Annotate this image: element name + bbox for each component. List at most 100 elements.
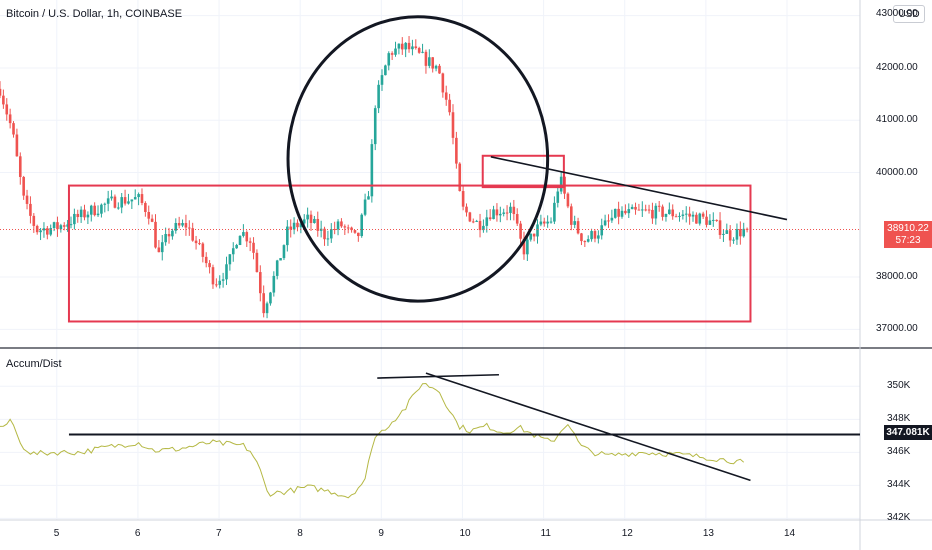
candle-body <box>174 222 178 231</box>
candle-body <box>603 220 607 226</box>
candle-body <box>573 221 576 225</box>
candle-body <box>367 196 370 200</box>
symbol-title: Bitcoin / U.S. Dollar, 1h, COINBASE <box>6 8 183 20</box>
candle-body <box>455 137 458 164</box>
time-axis-tick-label: 7 <box>216 528 222 539</box>
candle-body <box>188 227 191 229</box>
candle-body <box>360 214 364 237</box>
candle-body <box>329 229 333 239</box>
candle-body <box>289 226 293 230</box>
candle-body <box>637 209 641 211</box>
indicator-axis-tick-label: 344K <box>887 479 911 491</box>
candle-body <box>387 53 391 66</box>
indicator-axis-tick-label: 348K <box>887 413 911 425</box>
candle-body <box>482 225 485 231</box>
accum-dist-line <box>0 382 745 499</box>
candle-body <box>5 104 9 115</box>
candle-body <box>265 303 269 314</box>
candle-body <box>526 239 529 255</box>
candle-body <box>130 199 134 202</box>
candle-body <box>32 215 36 226</box>
last-price-tag: 38910.22 57:23 <box>884 221 932 248</box>
candle-body <box>49 228 53 235</box>
candle-body <box>617 208 620 217</box>
candle-body <box>282 245 286 259</box>
candle-body <box>586 239 590 242</box>
candle-body <box>181 223 184 226</box>
candle-body <box>52 222 56 229</box>
candle-body <box>15 134 19 157</box>
candle-body <box>93 205 96 216</box>
candle-body <box>228 254 232 265</box>
candle-body <box>306 214 309 220</box>
candle-body <box>512 206 516 215</box>
time-axis-tick-label: 12 <box>621 528 633 539</box>
candle-body <box>194 240 198 244</box>
candle-body <box>258 272 262 294</box>
candle-body <box>570 206 573 225</box>
candle-body <box>171 230 174 237</box>
indicator-axis-tick-label: 350K <box>887 380 911 392</box>
candle-body <box>198 243 201 245</box>
candle-body <box>96 213 100 216</box>
candle-body <box>732 239 735 241</box>
candle-body <box>167 233 171 237</box>
candle-body <box>471 221 475 223</box>
candle-body <box>117 207 120 209</box>
candle-body <box>718 220 722 235</box>
candle-body <box>668 209 671 214</box>
candle-body <box>333 229 336 231</box>
candle-body <box>46 228 49 235</box>
candle-body <box>127 201 130 204</box>
time-axis-tick-label: 9 <box>378 528 384 539</box>
candle-body <box>590 231 593 240</box>
candle-body <box>728 230 732 241</box>
candle-body <box>255 252 259 273</box>
candle-body <box>630 206 634 210</box>
candle-body <box>465 206 468 213</box>
candle-body <box>576 221 580 234</box>
candle-body <box>225 264 228 280</box>
candle-body <box>262 293 265 314</box>
candle-body <box>154 221 157 248</box>
candle-body <box>593 231 597 239</box>
candle-body <box>438 65 441 74</box>
bar-countdown: 57:23 <box>895 235 921 246</box>
candle-body <box>583 241 587 243</box>
candle-body <box>39 230 42 233</box>
candle-body <box>600 225 604 236</box>
currency-button[interactable]: USD <box>893 5 925 23</box>
candle-body <box>647 209 651 211</box>
candle-body <box>542 221 546 224</box>
candle-body <box>458 163 462 192</box>
candle-body <box>123 197 127 204</box>
candle-body <box>18 156 22 177</box>
candle-body <box>89 205 93 215</box>
candle-body <box>461 191 465 207</box>
time-axis-tick-label: 10 <box>459 528 471 539</box>
candle-body <box>654 205 658 219</box>
candle-body <box>137 194 140 198</box>
candle-body <box>323 228 326 240</box>
candle-body <box>397 43 401 49</box>
candle-body <box>597 235 600 239</box>
candle-body <box>411 46 414 50</box>
candle-body <box>231 248 235 255</box>
candle-body <box>309 214 313 224</box>
candle-body <box>184 223 188 228</box>
candle-body <box>505 212 509 214</box>
candle-body <box>275 260 279 276</box>
candle-body <box>390 53 394 55</box>
candle-body <box>103 203 107 205</box>
candle-body <box>42 228 46 231</box>
candle-body <box>242 232 245 236</box>
candle-body <box>83 209 86 218</box>
candle-body <box>113 196 117 208</box>
candle-body <box>221 279 225 281</box>
price-axis-tick-label: 37000.00 <box>876 323 918 335</box>
candle-body <box>201 243 205 257</box>
candle-body <box>380 75 384 85</box>
time-axis-tick-label: 6 <box>134 528 141 539</box>
candle-body <box>725 230 729 234</box>
